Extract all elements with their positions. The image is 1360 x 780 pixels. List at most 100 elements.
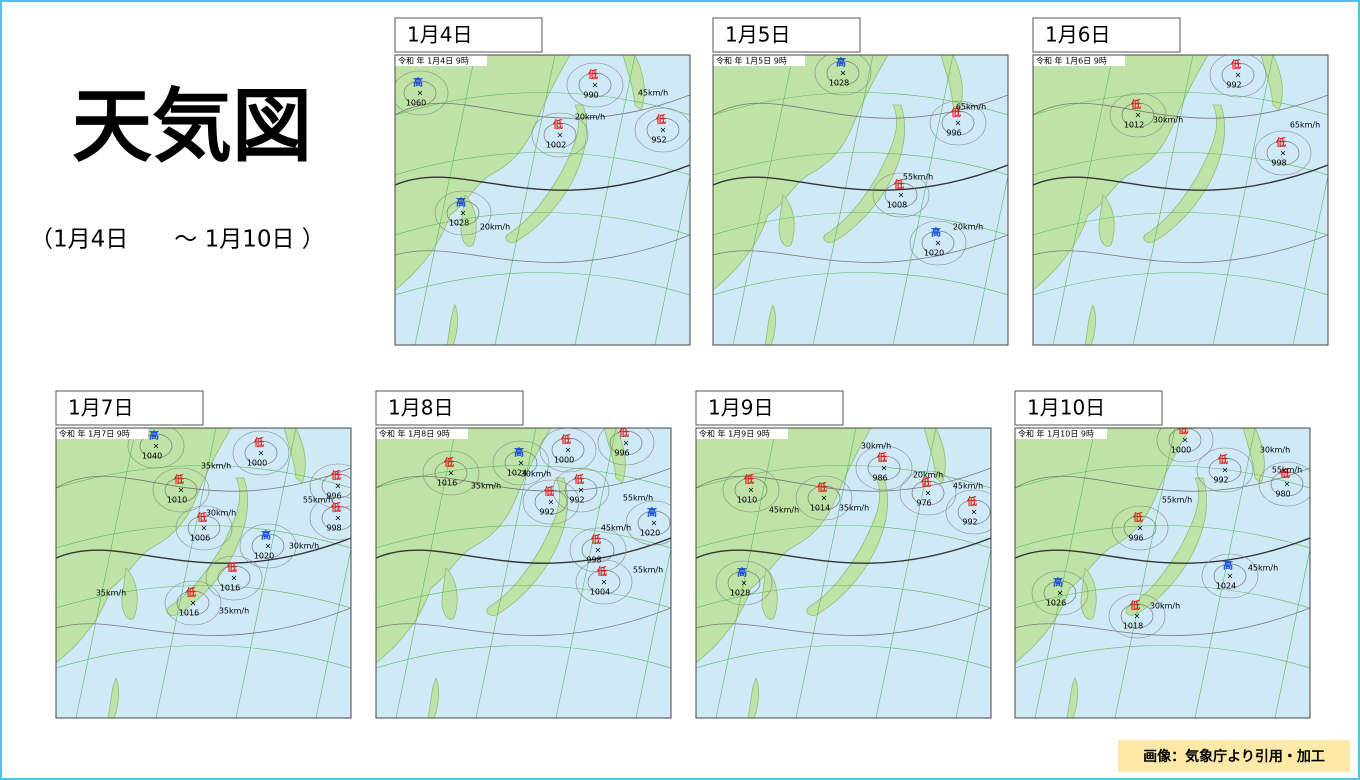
isobar-ring bbox=[587, 569, 621, 595]
map-label-box bbox=[695, 390, 844, 426]
movement-speed: 45km/h bbox=[1248, 564, 1278, 573]
pressure-kind: 高 bbox=[647, 506, 657, 519]
isobar bbox=[1033, 234, 1328, 263]
pressure-value: 990 bbox=[583, 91, 598, 100]
movement-speed: 20km/h bbox=[953, 223, 983, 232]
pressure-value: 952 bbox=[651, 136, 666, 145]
isobar-ring bbox=[251, 533, 285, 559]
center-mark: × bbox=[1280, 149, 1287, 158]
longitude-line bbox=[475, 428, 537, 718]
pressure-kind: 低 bbox=[226, 561, 237, 574]
latitude-line bbox=[696, 585, 991, 609]
isobar-ring bbox=[551, 437, 585, 463]
center-mark: × bbox=[265, 542, 272, 551]
isobar-ring bbox=[637, 510, 671, 536]
longitude-line bbox=[155, 428, 217, 718]
isobar-ring bbox=[1201, 553, 1259, 599]
isobar-ring bbox=[727, 570, 761, 596]
islands bbox=[1066, 676, 1079, 718]
longitude-line bbox=[315, 547, 351, 718]
isobar-ring bbox=[543, 122, 577, 148]
latitude-line bbox=[376, 585, 671, 609]
center-mark: × bbox=[601, 578, 608, 587]
subtitle: （1月4日 ～ 1月10日 ） bbox=[30, 227, 325, 253]
pressure-value: 998 bbox=[326, 524, 341, 533]
center-mark: × bbox=[840, 69, 847, 78]
pressure-kind: 低 bbox=[876, 451, 887, 464]
stamp-bg bbox=[395, 55, 487, 66]
korea bbox=[1080, 567, 1097, 620]
japan bbox=[1143, 104, 1226, 243]
movement-speed: 35km/h bbox=[219, 607, 249, 616]
isobar-ring bbox=[504, 450, 538, 476]
latitude-line bbox=[395, 212, 690, 236]
isobar-ring bbox=[578, 72, 612, 98]
center-mark: × bbox=[1137, 524, 1144, 533]
center-mark: × bbox=[955, 119, 962, 128]
pressure-value: 1020 bbox=[640, 529, 660, 538]
pressure-kind: 低 bbox=[590, 533, 601, 546]
pressure-kind: 低 bbox=[1177, 423, 1188, 436]
movement-speed: 35km/h bbox=[471, 482, 501, 491]
isobar-ring bbox=[1213, 563, 1247, 589]
latitude-line bbox=[376, 465, 671, 489]
movement-speed: 35km/h bbox=[201, 462, 231, 471]
isobar bbox=[376, 537, 671, 564]
pressure-value: 1028 bbox=[730, 589, 750, 598]
isobar bbox=[1015, 467, 1310, 492]
stamp-bg bbox=[696, 428, 788, 439]
kamchatka bbox=[283, 428, 306, 484]
isobar-ring bbox=[446, 200, 480, 226]
pressure-kind: 低 bbox=[596, 565, 607, 578]
pressure-kind: 高 bbox=[931, 226, 941, 239]
pressure-value: 1000 bbox=[247, 459, 267, 468]
isobar-ring bbox=[1270, 471, 1304, 497]
center-mark: × bbox=[1057, 589, 1064, 598]
longitude-line bbox=[1194, 428, 1256, 718]
map-frame bbox=[695, 427, 992, 719]
isobar-ring bbox=[434, 460, 468, 486]
stamp-bg bbox=[376, 428, 468, 439]
center-mark: × bbox=[748, 486, 755, 495]
isobar-ring bbox=[814, 55, 872, 96]
pressure-value: 996 bbox=[1128, 534, 1143, 543]
center-mark: × bbox=[741, 579, 748, 588]
japan bbox=[806, 477, 889, 616]
isobar bbox=[56, 467, 351, 492]
pressure-kind: 高 bbox=[836, 56, 846, 69]
isobar-ring bbox=[911, 480, 945, 506]
pressure-value: 996 bbox=[614, 449, 629, 458]
isobar bbox=[376, 467, 671, 492]
isobar bbox=[1015, 537, 1310, 564]
latitude-line bbox=[1015, 645, 1310, 669]
isobar-ring bbox=[795, 475, 853, 521]
map-stamp: 令和 年 1月4日 9時 bbox=[398, 56, 469, 66]
islands bbox=[446, 303, 459, 345]
latitude-line bbox=[1033, 92, 1328, 116]
movement-speed: 30km/h bbox=[1150, 602, 1180, 611]
isobar-ring bbox=[566, 62, 624, 108]
movement-speed: 30km/h bbox=[1153, 116, 1183, 125]
movement-speed: 20km/h bbox=[575, 113, 605, 122]
isobar-ring bbox=[321, 473, 351, 499]
isobar-ring bbox=[1120, 603, 1154, 629]
map-frame bbox=[1032, 54, 1329, 346]
pressure-value: 1020 bbox=[924, 249, 944, 258]
isobar-ring bbox=[1221, 62, 1255, 88]
pressure-kind: 低 bbox=[1129, 599, 1140, 612]
map-label: 1月7日 bbox=[68, 396, 133, 420]
map-stamp: 令和 年 1月5日 9時 bbox=[716, 56, 787, 66]
center-mark: × bbox=[518, 459, 525, 468]
pressure-value: 996 bbox=[946, 129, 961, 138]
kamchatka bbox=[940, 55, 963, 111]
weather-map: 低×1016高×1024低×1000低×996低×992低×992低×998高×… bbox=[375, 427, 672, 719]
movement-speed: 30km/h bbox=[861, 442, 891, 451]
map-frame bbox=[375, 427, 672, 719]
longitude-line bbox=[732, 55, 794, 345]
isobar-ring bbox=[1108, 593, 1166, 639]
isobar-ring bbox=[492, 440, 550, 486]
movement-speed: 55km/h bbox=[1162, 496, 1192, 505]
map-body: 高×1060低×990低×1002低×952高×102820km/h45km/h… bbox=[395, 55, 690, 345]
isobar-ring bbox=[422, 450, 480, 496]
isobar-ring bbox=[1168, 428, 1202, 453]
